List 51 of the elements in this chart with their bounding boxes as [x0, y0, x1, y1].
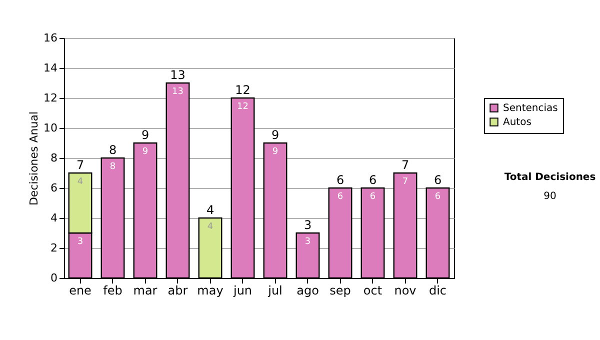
- legend-label: Autos: [503, 117, 532, 128]
- x-tick-label: jun: [232, 284, 252, 298]
- x-tick-label: nov: [394, 284, 416, 298]
- total-label: 7: [76, 158, 84, 172]
- x-tick-label: sep: [330, 284, 351, 298]
- y-axis-title: Decisiones Anual: [28, 111, 41, 206]
- data-label: 3: [304, 237, 311, 247]
- data-label: 6: [434, 192, 441, 202]
- y-tick-label: 12: [44, 92, 58, 104]
- data-label: 13: [172, 87, 184, 97]
- data-label: 7: [402, 177, 408, 187]
- text: 90: [542, 191, 558, 202]
- x-tick-label: feb: [103, 284, 122, 298]
- y-tick-label: 10: [44, 122, 58, 134]
- text: Total Decisiones: [503, 172, 597, 183]
- y-tick-label: 4: [50, 212, 58, 224]
- total-label: 6: [434, 173, 442, 187]
- x-tick-label: ene: [69, 284, 92, 298]
- legend-label: Sentencias: [503, 103, 558, 114]
- total-label: 6: [368, 173, 377, 187]
- y-tick-label: 16: [44, 32, 58, 44]
- total-label: 6: [336, 173, 344, 187]
- data-label: 4: [207, 222, 214, 232]
- data-label: 4: [77, 177, 84, 187]
- data-label: 9: [272, 147, 278, 157]
- data-label: 9: [142, 147, 148, 157]
- y-tick-label: 0: [50, 272, 58, 284]
- data-label: 6: [337, 192, 344, 202]
- x-tick-label: ago: [296, 284, 319, 298]
- x-tick-label: may: [197, 284, 224, 298]
- total-label: 13: [170, 68, 186, 82]
- x-tick-label: oct: [363, 284, 382, 298]
- data-label: 6: [370, 192, 376, 202]
- total-label: 8: [108, 143, 117, 157]
- y-tick-label: 8: [50, 152, 58, 164]
- y-tick-label: 6: [50, 182, 58, 194]
- data-label: 8: [110, 162, 116, 172]
- total-label: 3: [304, 218, 312, 232]
- x-tick-label: dic: [428, 284, 447, 298]
- y-tick-label: 2: [50, 242, 58, 254]
- y-tick-label: 14: [44, 62, 58, 74]
- total-label: 7: [401, 158, 410, 172]
- x-tick-label: jul: [267, 284, 282, 298]
- data-label: 3: [77, 237, 84, 247]
- data-label: 12: [237, 102, 248, 112]
- total-label: 9: [271, 128, 280, 142]
- total-label: 12: [235, 83, 250, 97]
- total-label: 9: [141, 128, 150, 142]
- x-tick-label: mar: [133, 284, 158, 298]
- total-label: 4: [206, 203, 214, 217]
- x-tick-label: abr: [168, 284, 188, 298]
